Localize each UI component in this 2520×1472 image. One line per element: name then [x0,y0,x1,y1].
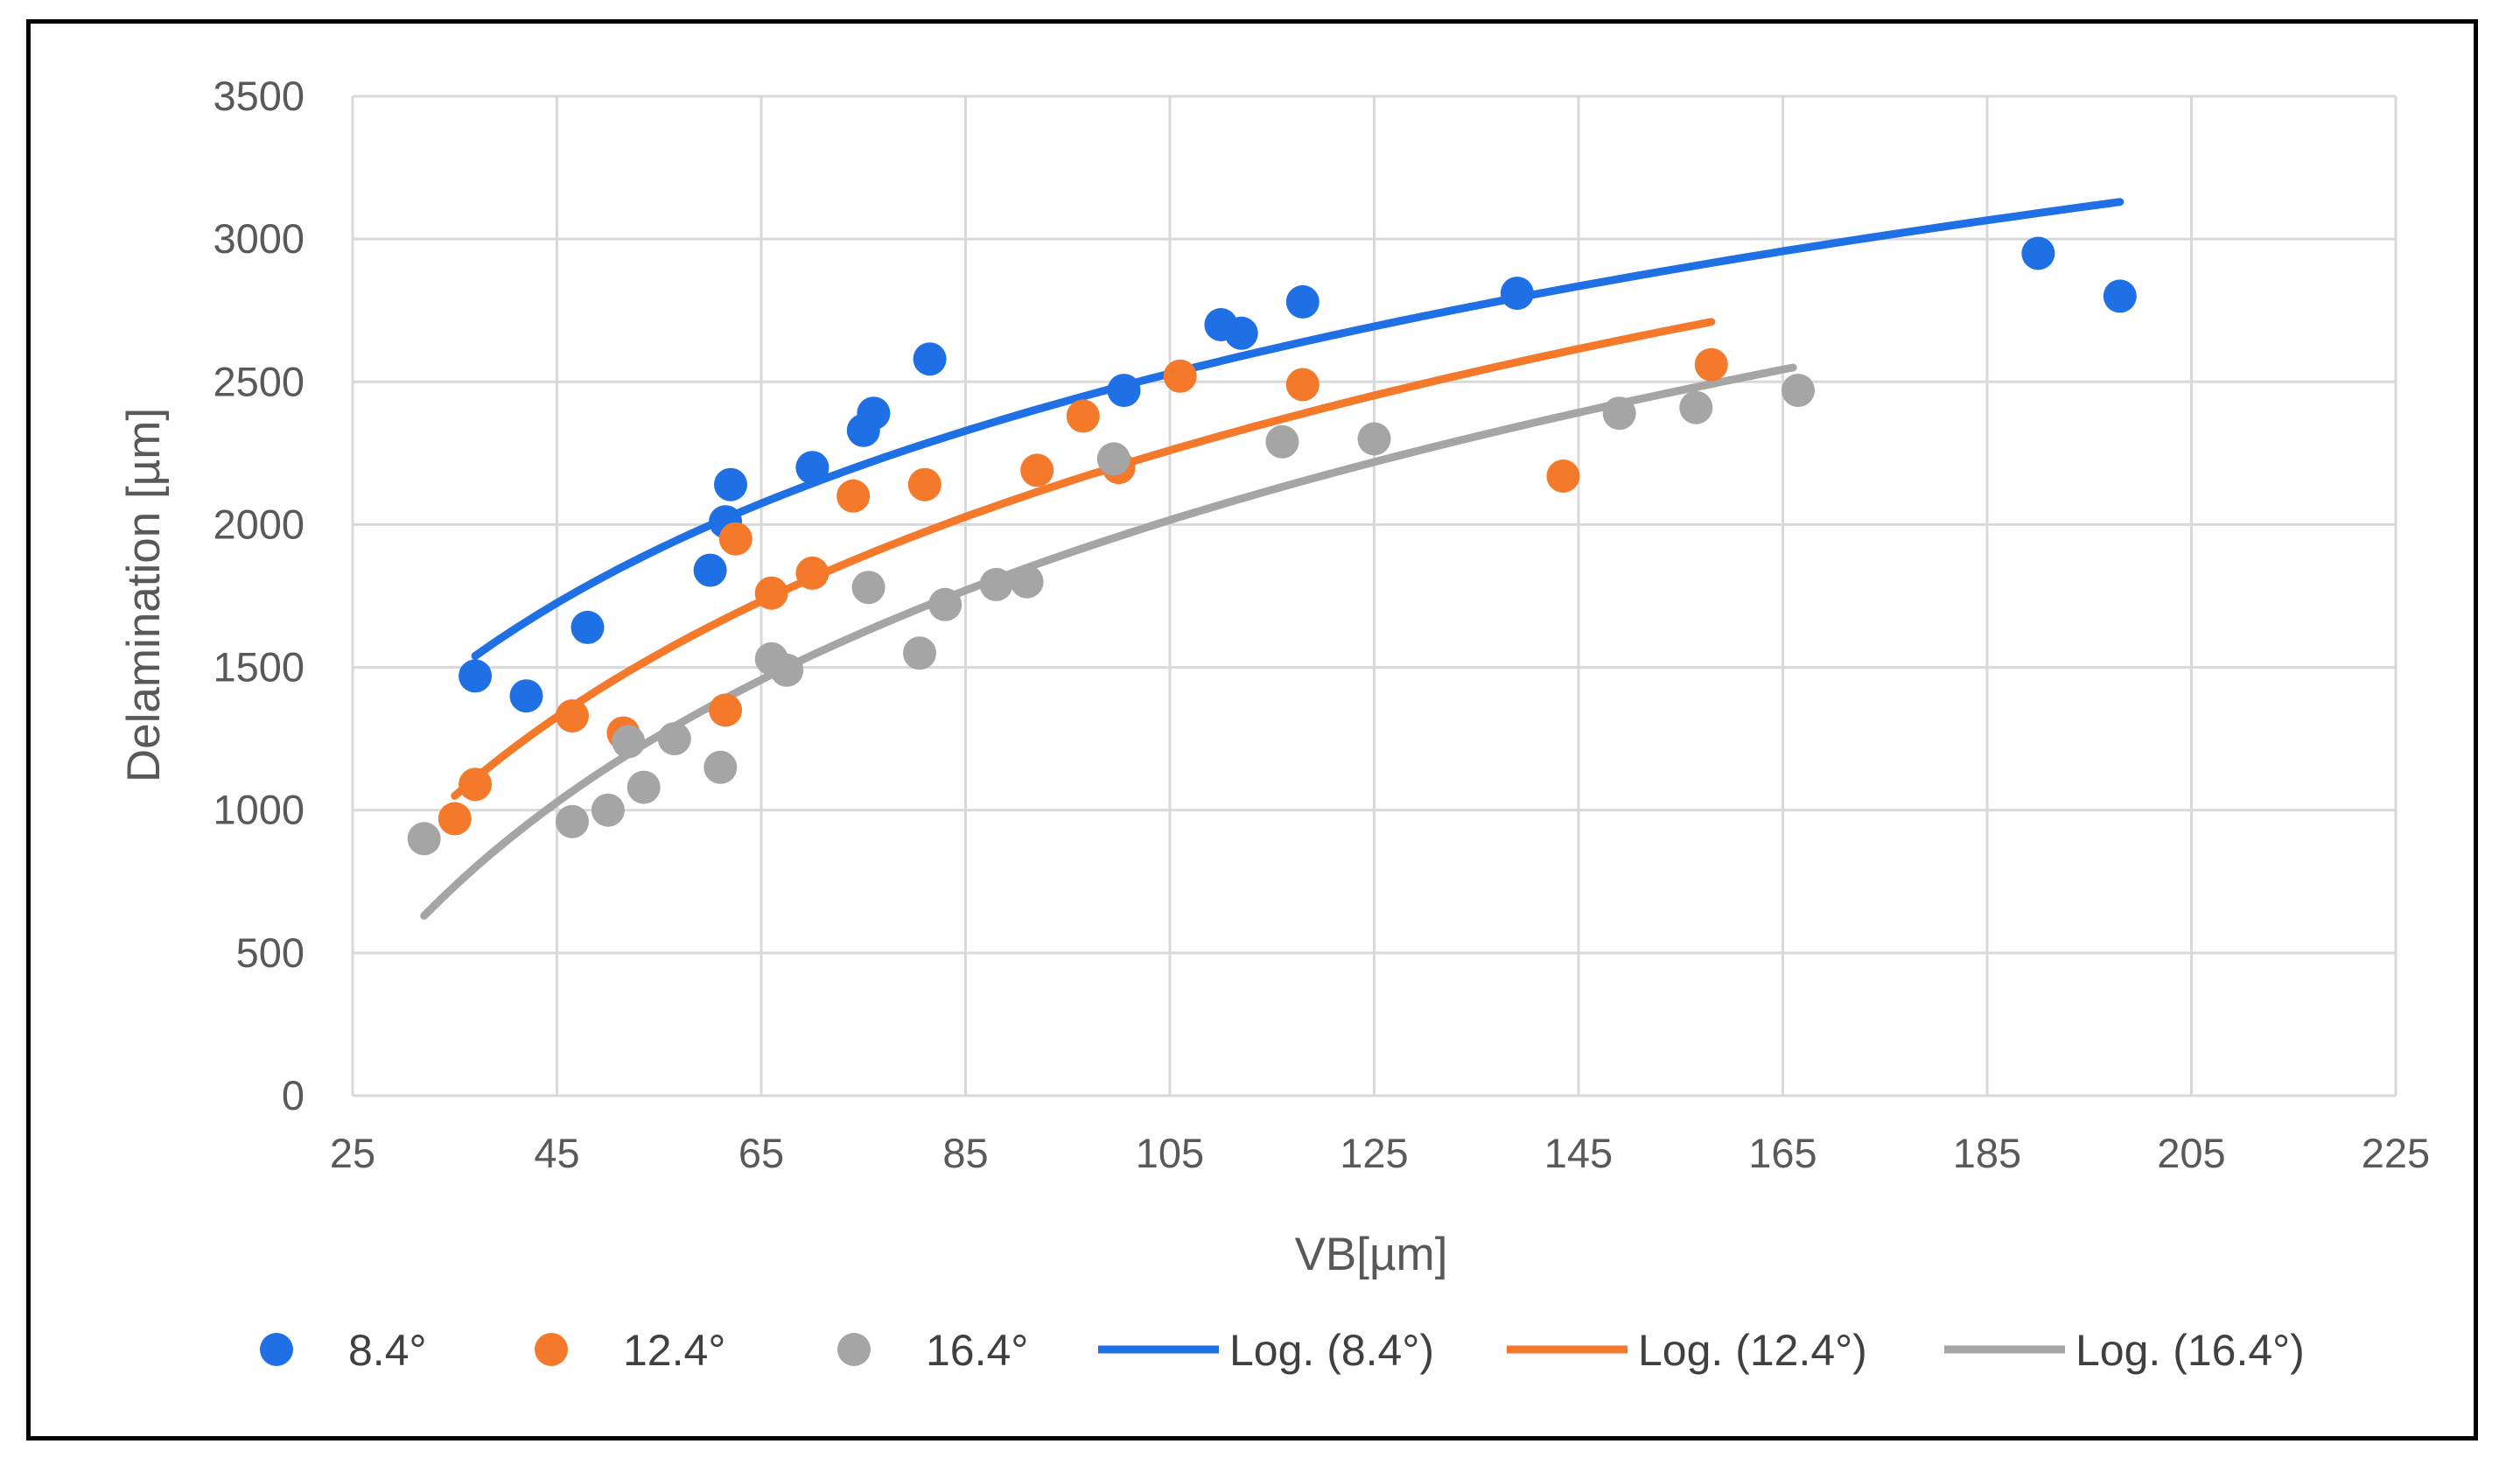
data-point-12-4- [836,479,871,513]
x-tick-label: 125 [1340,1130,1408,1176]
chart-frame [26,19,2478,1440]
data-point-8-4- [1285,284,1320,319]
data-point-8-4- [570,610,605,644]
legend-label-12-4: 12.4° [623,1326,725,1375]
legend-label-log-12-4: Log. (12.4°) [1638,1326,1867,1375]
data-point-8-4- [2103,279,2137,313]
data-point-12-4- [709,693,743,727]
tick-labels: 0 500 1000 1500 2000 2500 3000 3500 25 45 65 85 105 1… [213,73,2430,1176]
data-point-16-4- [1357,422,1391,456]
data-point-16-4- [407,822,441,856]
grid-layer [351,95,2398,1097]
x-tick-label: 25 [330,1130,375,1176]
data-points-layer [407,236,2137,856]
x-axis-title: VB[µm] [1295,1229,1448,1280]
y-tick-label: 1000 [213,787,304,833]
data-point-8-4- [1500,277,1534,311]
y-tick-label: 500 [236,929,304,976]
x-tick-label: 225 [2362,1130,2430,1176]
data-point-16-4- [1010,564,1044,599]
data-point-16-4- [1602,396,1636,431]
data-point-8-4- [714,467,747,501]
data-point-12-4- [1285,368,1320,402]
data-point-12-4- [438,802,472,836]
legend-label-log-8-4: Log. (8.4°) [1229,1326,1434,1375]
y-tick-label: 3500 [213,73,304,119]
data-point-12-4- [1020,453,1054,487]
data-point-8-4- [693,553,727,587]
trendline-16-4- [420,363,1797,920]
x-tick-label: 65 [738,1130,784,1176]
legend-marker-16-4 [837,1333,871,1366]
data-point-16-4- [1265,424,1299,459]
data-point-16-4- [612,725,646,759]
data-point-12-4- [907,467,942,501]
data-point-12-4- [556,699,589,732]
y-axis-title: Delamination [µm] [118,408,170,782]
data-point-16-4- [626,770,661,804]
y-tick-label: 3000 [213,215,304,262]
data-point-16-4- [851,571,886,605]
legend-label-8-4: 8.4° [348,1326,427,1375]
legend-label-log-16-4: Log. (16.4°) [2076,1326,2305,1375]
data-point-8-4- [509,679,543,713]
data-point-16-4- [704,750,738,784]
data-point-16-4- [903,636,936,670]
data-point-12-4- [1694,347,1728,382]
data-point-8-4- [458,659,493,693]
data-point-12-4- [754,576,788,610]
x-tick-label: 85 [942,1130,988,1176]
data-point-12-4- [458,768,493,802]
data-point-16-4- [928,587,962,621]
data-point-12-4- [718,522,752,556]
x-tick-label: 105 [1136,1130,1204,1176]
x-tick-label: 145 [1544,1130,1613,1176]
y-tick-label: 1500 [213,644,304,690]
data-point-12-4- [1066,399,1100,433]
data-point-8-4- [1224,316,1258,350]
trendline-12-4- [451,318,1716,800]
data-point-16-4- [979,567,1013,601]
data-point-16-4- [1679,390,1713,424]
data-point-16-4- [591,793,625,827]
x-tick-label: 165 [1748,1130,1816,1176]
x-tick-label: 45 [534,1130,579,1176]
data-point-8-4- [2021,236,2055,270]
data-point-8-4- [795,451,830,485]
legend-marker-12-4 [535,1333,568,1366]
data-point-16-4- [1782,374,1815,408]
y-tick-label: 0 [282,1072,304,1118]
data-point-16-4- [556,804,589,838]
data-point-16-4- [770,653,804,687]
legend-marker-8-4 [260,1333,293,1366]
data-point-12-4- [795,556,830,590]
legend-label-16-4: 16.4° [926,1326,1028,1375]
data-point-12-4- [1546,459,1580,493]
trendline-layer [420,198,2124,920]
data-point-8-4- [857,396,891,431]
y-tick-label: 2500 [213,358,304,404]
data-point-12-4- [1163,359,1197,393]
data-point-16-4- [657,722,691,756]
data-point-8-4- [1107,374,1141,408]
x-tick-label: 185 [1953,1130,2021,1176]
legend: 8.4° 12.4° 16.4° Log. (8.4°) Log. (12.4°… [260,1326,2305,1375]
data-point-8-4- [913,342,947,376]
x-tick-label: 205 [2157,1130,2225,1176]
y-tick-label: 2000 [213,501,304,547]
trendline-8-4- [471,198,2124,660]
data-point-16-4- [1096,442,1130,476]
